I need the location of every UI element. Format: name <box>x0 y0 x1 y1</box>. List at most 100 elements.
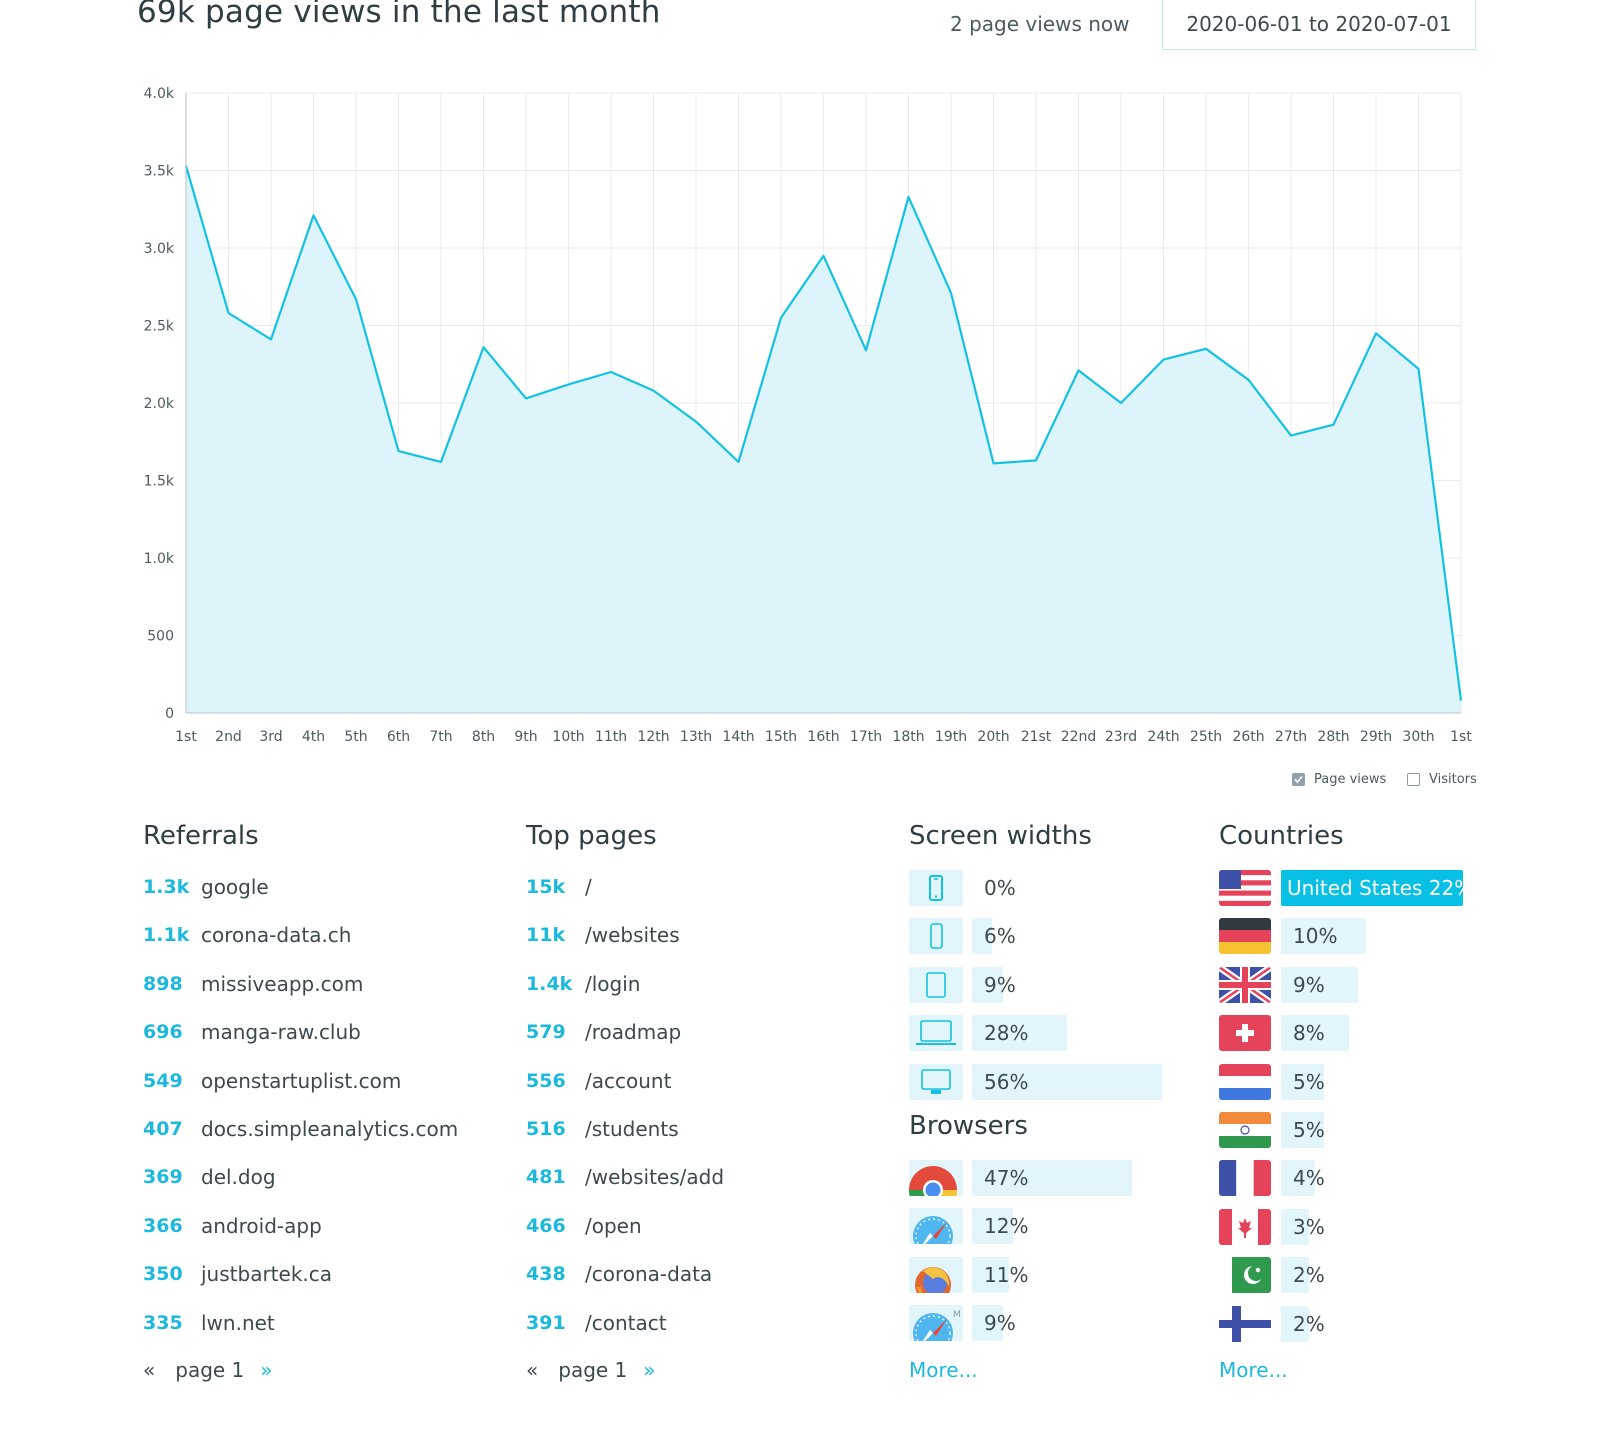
referral-row[interactable]: 1.1k corona-data.ch <box>143 915 351 955</box>
y-tick-label: 0 <box>165 706 174 722</box>
percentage-bar-fill <box>1281 870 1463 906</box>
x-tick-label: 7th <box>429 729 452 745</box>
live-page-views: 2 page views now <box>950 12 1130 36</box>
top-page-row[interactable]: 391/contact <box>526 1303 667 1343</box>
top-pages-page-label: page 1 <box>558 1358 628 1382</box>
country-row[interactable]: 10% <box>1281 918 1471 955</box>
x-tick-label: 19th <box>935 729 967 745</box>
country-row[interactable]: 4% <box>1281 1160 1471 1197</box>
referral-row[interactable]: 350 justbartek.ca <box>143 1254 332 1294</box>
top-page-row[interactable]: 11k/websites <box>526 915 680 955</box>
referral-count: 407 <box>143 1118 183 1140</box>
percentage-bar: 28% <box>972 1015 1162 1052</box>
top-page-label[interactable]: /account <box>585 1068 672 1093</box>
percentage-bar-fill <box>1281 1112 1324 1148</box>
percentage-value: 28% <box>984 1021 1029 1046</box>
top-page-label[interactable]: /corona-data <box>585 1262 713 1287</box>
percentage-bar-fill <box>972 1208 1013 1245</box>
x-tick-label: 12th <box>637 729 669 745</box>
referral-row[interactable]: 898 missiveapp.com <box>143 964 363 1004</box>
referral-count: 366 <box>143 1214 183 1237</box>
top-page-label[interactable]: / <box>585 875 592 899</box>
percentage-bar-fill <box>1281 1208 1309 1245</box>
x-tick-label: 14th <box>722 729 754 745</box>
top-page-label[interactable]: /login <box>585 971 641 996</box>
date-range-picker[interactable]: 2020-06-01 to 2020-07-01 <box>1162 0 1476 50</box>
visitors-checkbox[interactable] <box>1407 773 1420 786</box>
top-page-label[interactable]: /contact <box>585 1310 667 1335</box>
top-page-row[interactable]: 466/open <box>526 1206 642 1246</box>
country-row[interactable]: 2% <box>1281 1257 1471 1294</box>
countries-more-link[interactable]: More... <box>1219 1358 1288 1382</box>
referral-label[interactable]: del.dog <box>201 1165 276 1190</box>
referral-row[interactable]: 407 docs.simpleanalytics.com <box>143 1109 458 1149</box>
referral-row[interactable]: 369 del.dog <box>143 1157 276 1197</box>
referral-label[interactable]: openstartuplist.com <box>201 1068 402 1093</box>
referral-label[interactable]: manga-raw.club <box>201 1020 361 1045</box>
country-row[interactable]: United States 22% <box>1281 870 1473 906</box>
percentage-bar-fill <box>972 1256 1010 1293</box>
x-tick-label: 24th <box>1147 729 1179 745</box>
referral-label[interactable]: docs.simpleanalytics.com <box>201 1117 459 1141</box>
legend-page-views[interactable]: Page views <box>1292 772 1386 787</box>
chrome-icon <box>909 1160 963 1196</box>
referrals-prev-page-button[interactable]: « <box>143 1358 156 1382</box>
country-row[interactable]: 5% <box>1281 1063 1471 1100</box>
y-tick-label: 3.0k <box>144 241 175 257</box>
referral-row[interactable]: 696 manga-raw.club <box>143 1012 361 1052</box>
percentage-value: 9% <box>984 1311 1016 1336</box>
top-page-count: 516 <box>526 1118 566 1140</box>
top-page-label[interactable]: /roadmap <box>585 1020 682 1045</box>
country-row[interactable]: 2% <box>1281 1305 1471 1342</box>
top-page-label[interactable]: /websites <box>585 923 680 948</box>
percentage-bar-fill <box>972 918 993 955</box>
y-tick-label: 2.0k <box>144 396 175 412</box>
top-page-label[interactable]: /open <box>585 1213 642 1238</box>
country-row[interactable]: 9% <box>1281 966 1471 1003</box>
top-pages-next-page-button[interactable]: » <box>643 1358 656 1382</box>
referral-row[interactable]: 366 android-app <box>143 1206 322 1246</box>
top-page-row[interactable]: 579/roadmap <box>526 1012 681 1052</box>
top-pages-prev-page-button[interactable]: « <box>526 1358 539 1382</box>
pakistan-flag-icon <box>1219 1257 1271 1294</box>
top-page-label[interactable]: /websites/add <box>585 1165 725 1190</box>
percentage-value: 47% <box>984 1166 1029 1190</box>
browsers-more-link[interactable]: More... <box>909 1358 978 1382</box>
referral-label[interactable]: justbartek.ca <box>201 1262 333 1287</box>
top-page-label[interactable]: /students <box>585 1117 679 1141</box>
top-page-row[interactable]: 1.4k/login <box>526 964 640 1004</box>
percentage-value: 0% <box>984 876 1016 900</box>
referral-row[interactable]: 549 openstartuplist.com <box>143 1061 401 1101</box>
top-page-row[interactable]: 15k / <box>526 867 592 907</box>
legend-visitors[interactable]: Visitors <box>1407 772 1477 787</box>
referral-label[interactable]: android-app <box>201 1213 322 1238</box>
top-page-row[interactable]: 556/account <box>526 1061 671 1101</box>
referral-row[interactable]: 335 lwn.net <box>143 1303 275 1343</box>
referral-label[interactable]: lwn.net <box>201 1310 275 1335</box>
x-tick-label: 28th <box>1317 729 1349 745</box>
country-row[interactable]: 8% <box>1281 1015 1471 1052</box>
country-value: 9% <box>1293 972 1325 997</box>
referrals-next-page-button[interactable]: » <box>260 1358 273 1382</box>
x-tick-label: 4th <box>302 729 325 745</box>
referral-label[interactable]: google <box>201 875 269 899</box>
country-row[interactable]: 3% <box>1281 1208 1471 1245</box>
percentage-bar: 12% <box>972 1208 1162 1245</box>
date-range-label: 2020-06-01 to 2020-07-01 <box>1186 11 1452 36</box>
x-tick-label: 21st <box>1021 729 1052 745</box>
referral-label[interactable]: corona-data.ch <box>201 923 352 948</box>
top-page-row[interactable]: 516/students <box>526 1109 679 1149</box>
referral-label[interactable]: missiveapp.com <box>201 971 364 996</box>
page-title: 69k page views in the last month <box>137 0 661 30</box>
top-page-row[interactable]: 481/websites/add <box>526 1157 724 1197</box>
page-views-checkbox[interactable] <box>1292 773 1305 786</box>
referral-row[interactable]: 1.3k google <box>143 867 269 907</box>
country-row[interactable]: 5% <box>1281 1112 1471 1148</box>
top-page-count: 11k <box>526 924 566 947</box>
check-icon <box>1294 775 1303 784</box>
top-page-row[interactable]: 438/corona-data <box>526 1254 712 1294</box>
x-tick-label: 10th <box>552 729 584 745</box>
x-tick-label: 17th <box>850 729 882 745</box>
page-views-chart: 0 500 1.0k 1.5k 2.0k 2.5k 3.0k 3.5k 4.0k 1st 2nd 3r… <box>144 86 1473 745</box>
percentage-bar-fill <box>1281 966 1358 1003</box>
